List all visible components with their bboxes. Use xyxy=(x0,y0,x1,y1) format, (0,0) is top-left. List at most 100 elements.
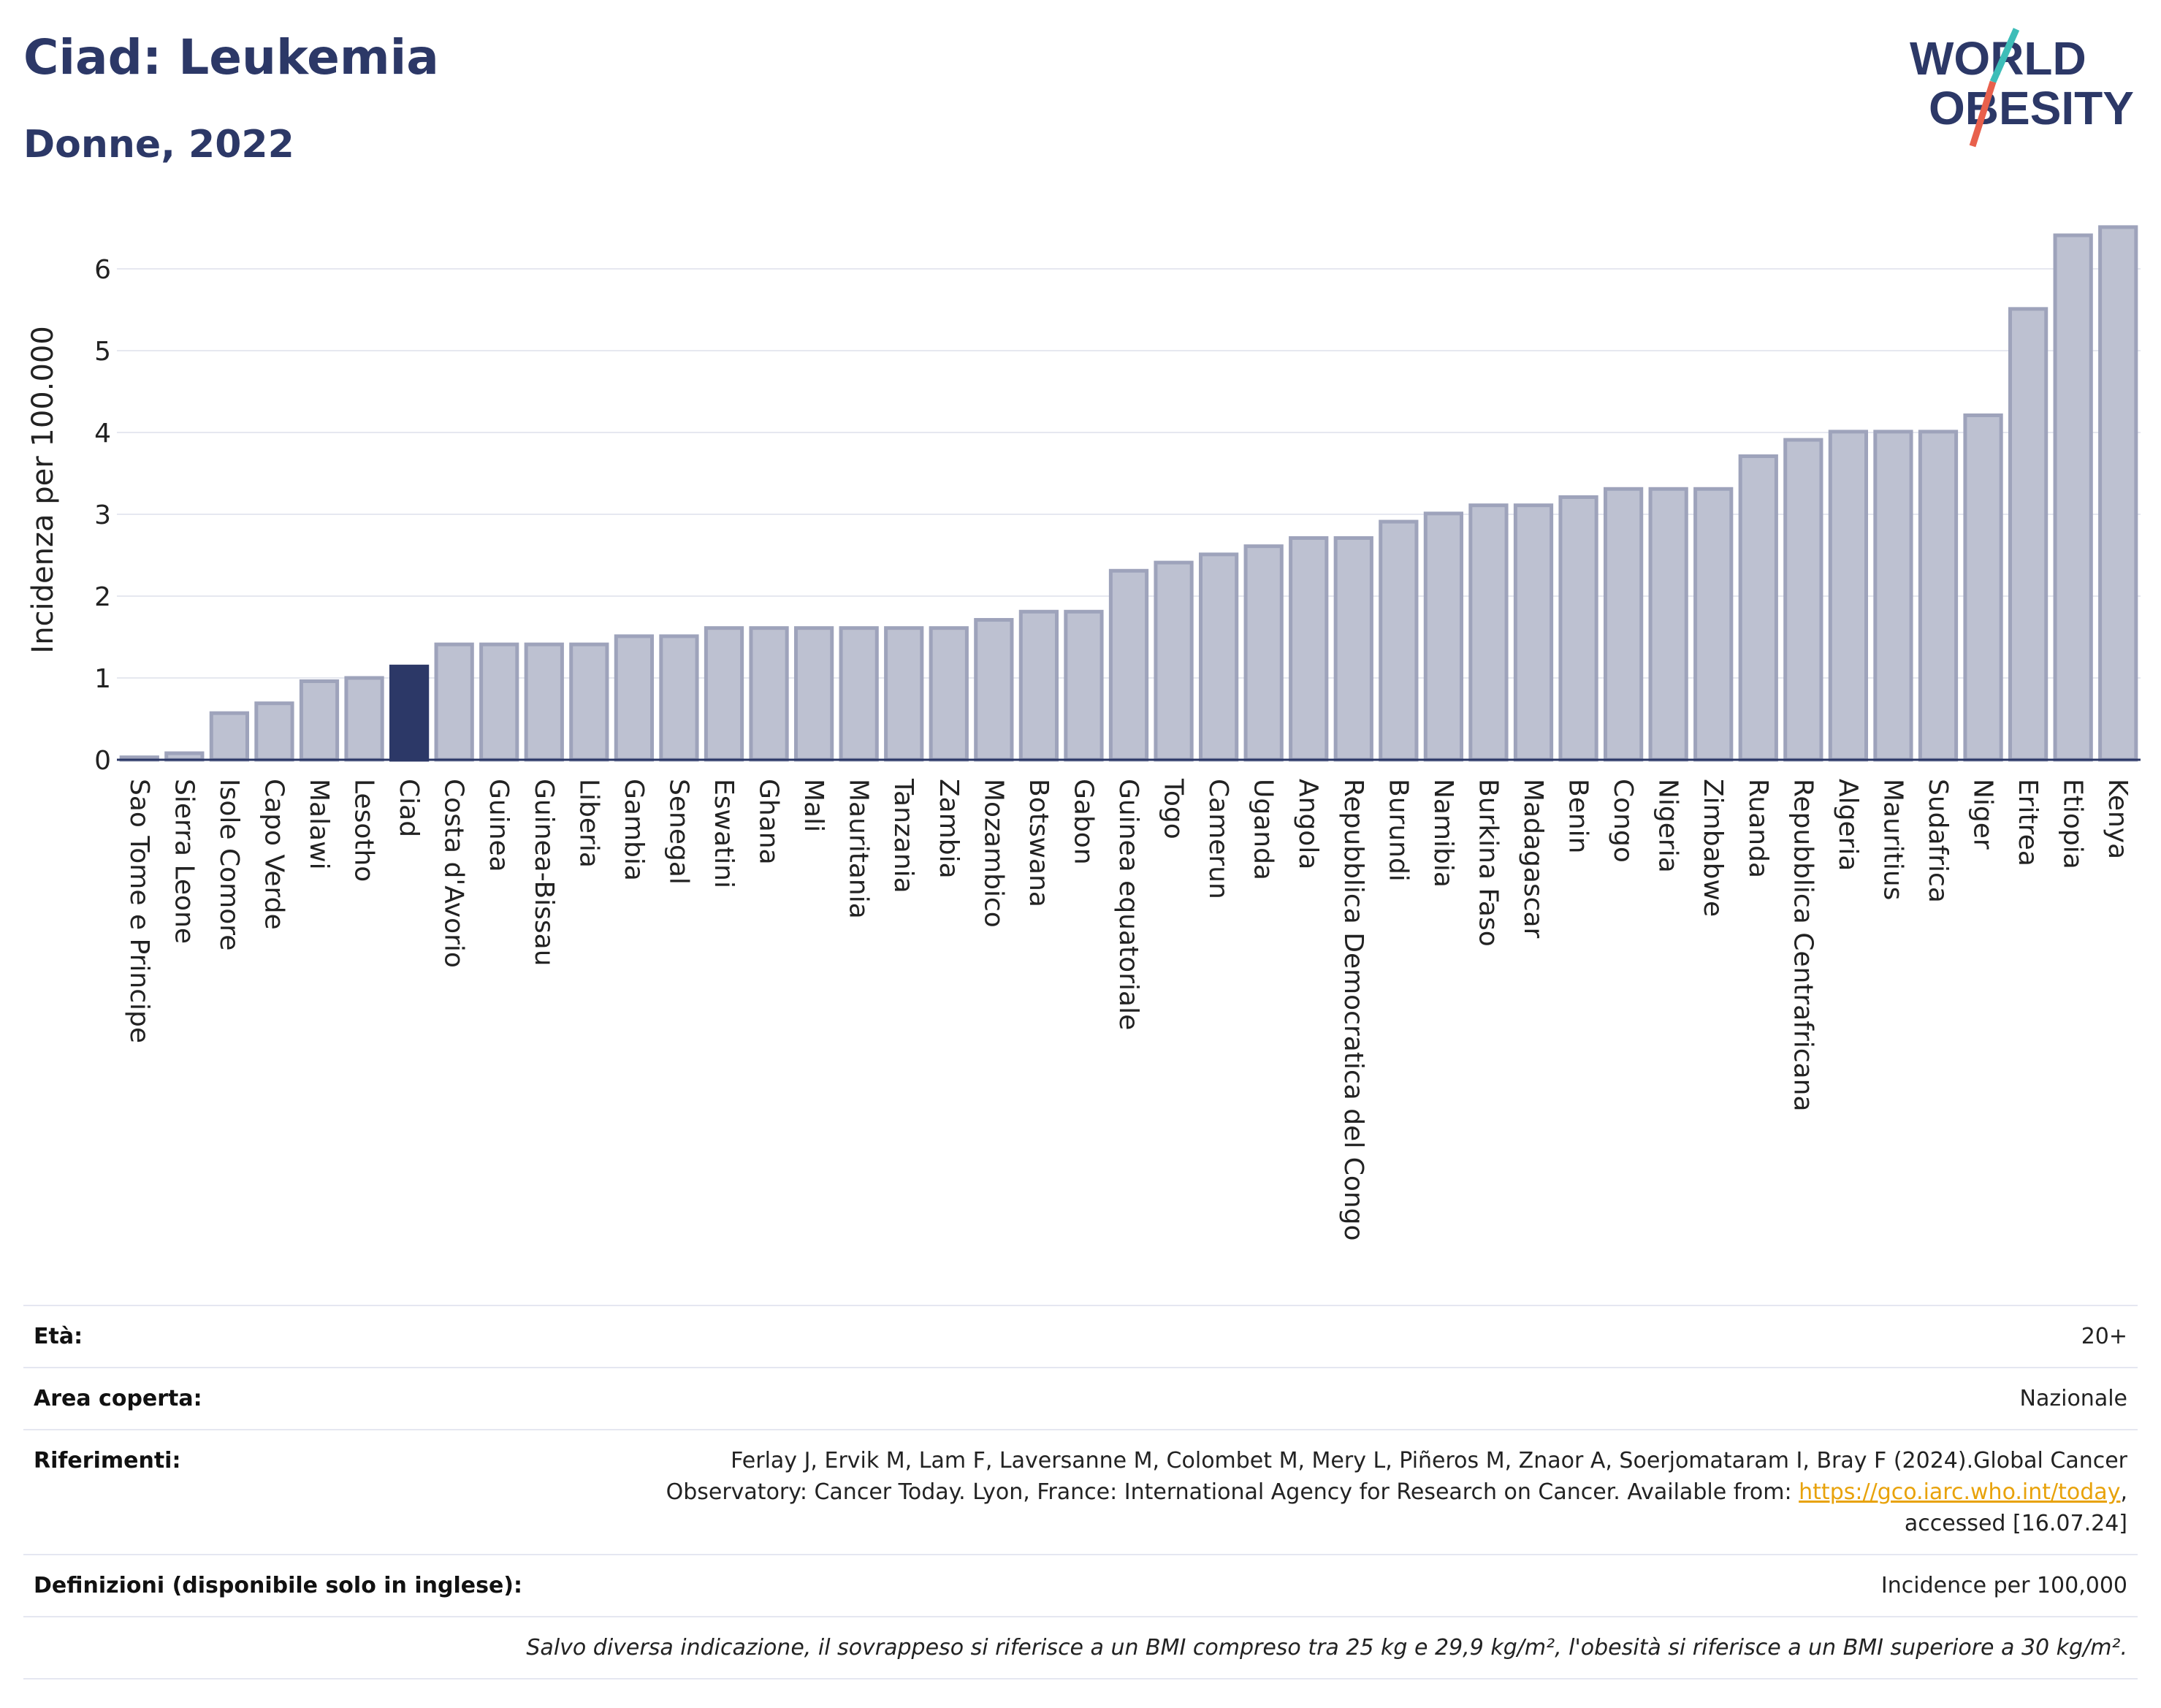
age-value: 20+ xyxy=(2081,1324,2127,1349)
chart-subtitle: Donne, 2022 xyxy=(23,123,294,167)
logo-slash-top xyxy=(1989,28,2020,83)
definitions-label: Definizioni (disponibile solo in inglese… xyxy=(34,1573,522,1598)
logo-text-obesity: OBESITY xyxy=(1929,82,2134,134)
x-tick-label-sao-tome-e-principe: Sao Tome e Principe xyxy=(124,779,154,1043)
y-tick-label-6: 6 xyxy=(94,255,111,285)
x-tick-label-mauritania: Mauritania xyxy=(844,779,874,919)
x-tick-label-uganda: Uganda xyxy=(1249,779,1278,880)
x-tick-label-kenya: Kenya xyxy=(2103,779,2133,859)
x-tick-label-ciad: Ciad xyxy=(394,779,424,837)
logo-slash-bottom xyxy=(1969,80,1997,148)
x-tick-label-namibia: Namibia xyxy=(1428,779,1458,888)
x-tick-label-liberia: Liberia xyxy=(573,779,603,868)
x-tick-label-mozambico: Mozambico xyxy=(978,779,1008,928)
bar-malawi xyxy=(299,679,340,762)
x-tick-label-nigeria: Nigeria xyxy=(1653,779,1683,873)
x-tick-label-senegal: Senegal xyxy=(663,779,693,885)
x-tick-label-guinea-bissau: Guinea-Bissau xyxy=(529,779,559,967)
bar-lesotho xyxy=(344,676,384,762)
bar-guinea xyxy=(479,642,519,762)
x-tick-label-guinea: Guinea xyxy=(484,779,514,872)
bar-mauritania xyxy=(839,626,879,762)
x-tick-label-sudafrica: Sudafrica xyxy=(1923,779,1953,903)
x-tick-label-mauritius: Mauritius xyxy=(1878,779,1907,900)
x-tick-label-algeria: Algeria xyxy=(1833,779,1863,872)
bar-senegal xyxy=(659,634,699,762)
info-table: Età: 20+ Area coperta: Nazionale Riferim… xyxy=(23,1305,2138,1680)
references-link[interactable]: https://gco.iarc.who.int/today xyxy=(1799,1479,2121,1505)
bar-chart: Incidenza per 100.000 0 1 2 3 4 5 6 Sao Tome e… xyxy=(26,225,2141,1241)
x-tick-label-botswana: Botswana xyxy=(1024,779,1053,907)
bar-benin xyxy=(1558,495,1598,762)
area-value: Nazionale xyxy=(2019,1386,2127,1411)
x-tick-label-niger: Niger xyxy=(1968,779,1998,850)
references-label: Riferimenti: xyxy=(34,1448,181,1473)
x-tick-label-eswatini: Eswatini xyxy=(709,779,739,888)
bar-madagascar xyxy=(1513,503,1554,762)
bar-eritrea xyxy=(2008,307,2048,762)
x-tick-label-etiopia: Etiopia xyxy=(2058,779,2088,869)
bar-niger xyxy=(1963,413,2003,762)
x-tick-label-malawi: Malawi xyxy=(304,779,334,870)
y-axis-label: Incidenza per 100.000 xyxy=(26,326,60,653)
bar-tanzania xyxy=(884,626,924,762)
bars xyxy=(117,225,2141,762)
x-tick-label-repubblica-centrafricana: Repubblica Centrafricana xyxy=(1788,779,1818,1112)
x-tick-label-lesotho: Lesotho xyxy=(349,779,379,882)
x-tick-label-zimbabwe: Zimbabwe xyxy=(1698,779,1728,917)
definitions-value: Incidence per 100,000 xyxy=(1880,1573,2127,1598)
bar-mozambico xyxy=(974,617,1014,762)
bar-costa-d-avorio xyxy=(434,642,474,762)
bar-guinea-bissau xyxy=(524,642,564,762)
x-tick-label-madagascar: Madagascar xyxy=(1518,779,1548,939)
chart-title: Ciad: Leukemia xyxy=(23,29,439,85)
bar-ciad xyxy=(389,664,430,762)
bar-uganda xyxy=(1243,544,1284,762)
bar-congo xyxy=(1603,487,1644,762)
x-tick-label-burkina-faso: Burkina Faso xyxy=(1473,779,1503,947)
info-row-area: Area coperta: Nazionale xyxy=(23,1367,2138,1429)
y-tick-label-5: 5 xyxy=(94,337,111,367)
x-tick-label-costa-d-avorio: Costa d'Avorio xyxy=(439,779,469,968)
references-line-2-text: Observatory: Cancer Today. Lyon, France:… xyxy=(666,1479,1799,1505)
bar-kenya xyxy=(2098,225,2138,762)
x-tick-label-benin: Benin xyxy=(1563,779,1593,853)
bar-eswatini xyxy=(704,626,744,762)
bar-mauritius xyxy=(1873,430,1913,762)
info-row-definitions: Definizioni (disponibile solo in inglese… xyxy=(23,1554,2138,1616)
y-tick-label-0: 0 xyxy=(94,746,111,776)
bar-liberia xyxy=(569,642,609,762)
bar-gabon xyxy=(1064,609,1104,762)
x-tick-label-sierra-leone: Sierra Leone xyxy=(169,779,199,944)
bar-togo xyxy=(1154,560,1194,762)
bar-capo-verde xyxy=(254,701,294,762)
x-tick-label-tanzania: Tanzania xyxy=(888,778,918,893)
y-tick-label-2: 2 xyxy=(94,582,111,612)
bar-camerun xyxy=(1198,552,1239,762)
references-line-2-end: , xyxy=(2120,1479,2127,1505)
bar-nigeria xyxy=(1648,487,1688,762)
bar-zimbabwe xyxy=(1693,487,1734,762)
x-tick-label-togo: Togo xyxy=(1159,778,1189,839)
references-line-2: Observatory: Cancer Today. Lyon, France:… xyxy=(34,1476,2127,1508)
x-tick-label-gabon: Gabon xyxy=(1068,779,1098,865)
x-tick-label-eritrea: Eritrea xyxy=(2013,779,2043,866)
bar-burundi xyxy=(1379,519,1419,762)
references-value: Ferlay J, Ervik M, Lam F, Laversanne M, … xyxy=(34,1445,2127,1539)
x-tick-label-ghana: Ghana xyxy=(754,779,784,865)
info-row-references: Riferimenti: Ferlay J, Ervik M, Lam F, L… xyxy=(23,1429,2138,1554)
y-tick-label-3: 3 xyxy=(94,500,111,530)
info-row-age: Età: 20+ xyxy=(23,1305,2138,1367)
bar-sudafrica xyxy=(1918,430,1959,762)
bar-algeria xyxy=(1828,430,1869,762)
x-tick-label-capo-verde: Capo Verde xyxy=(259,779,289,930)
bar-guinea-equatoriale xyxy=(1108,568,1149,762)
x-tick-label-guinea-equatoriale: Guinea equatoriale xyxy=(1113,779,1143,1030)
bar-mali xyxy=(793,626,834,762)
x-tick-label-camerun: Camerun xyxy=(1203,779,1233,899)
x-tick-label-ruanda: Ruanda xyxy=(1743,779,1773,878)
x-tick-label-burundi: Burundi xyxy=(1383,779,1413,882)
bar-burkina-faso xyxy=(1468,503,1509,762)
bar-repubblica-democratica-del-congo xyxy=(1333,535,1373,762)
x-tick-label-gambia: Gambia xyxy=(619,779,649,881)
